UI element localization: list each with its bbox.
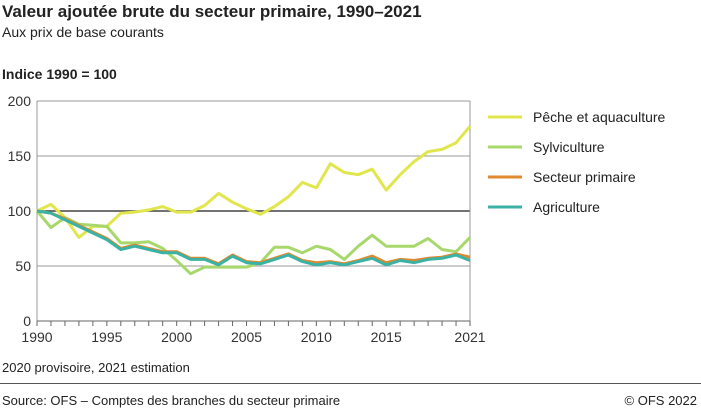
x-tick-label: 1995 [91,329,122,345]
chart-title: Valeur ajoutée brute du secteur primaire… [2,2,422,21]
chart-subtitle: Aux prix de base courants [2,24,164,40]
x-tick-label: 2010 [301,329,332,345]
line-chart: 0 50 100 150 200 1990 1995 2000 2005 2010 2015 2021… [8,93,666,345]
legend-label: Agriculture [533,199,600,215]
x-tick-label: 2021 [454,329,485,345]
series-line-agriculture [36,209,471,267]
y-tick-label: 100 [8,203,32,219]
footnote: 2020 provisoire, 2021 estimation [2,360,190,375]
series-line-p-che-et-aquaculture [36,125,472,239]
y-tick-label: 150 [8,148,32,164]
legend-label: Secteur primaire [533,169,636,185]
x-tick-label: 1990 [21,329,52,345]
legend-label: Pêche et aquaculture [533,109,666,125]
legend-label: Sylviculture [533,139,605,155]
y-axis-label: Indice 1990 = 100 [2,66,117,82]
y-tick-label: 50 [15,258,31,274]
copyright: © OFS 2022 [624,393,697,408]
series-line-sylviculture [35,210,472,276]
x-tick-label: 2000 [161,329,192,345]
x-tick-label: 2015 [371,329,402,345]
y-tick-label: 0 [23,313,31,329]
y-tick-label: 200 [8,93,32,109]
source-text: Source: OFS – Comptes des branches du se… [2,393,341,408]
divider [0,383,701,384]
x-tick-label: 2005 [231,329,262,345]
